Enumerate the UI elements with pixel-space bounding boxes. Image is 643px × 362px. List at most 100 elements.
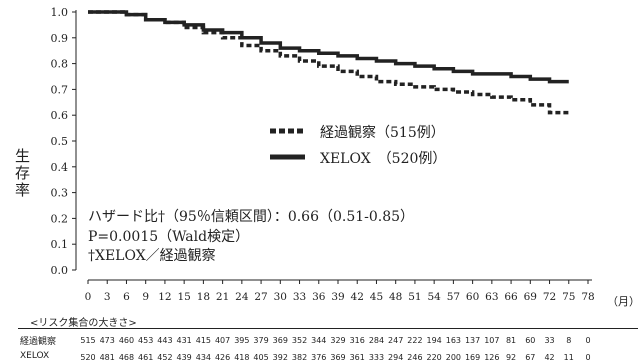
risk-cell: 415 bbox=[195, 336, 212, 345]
risk-cell: 284 bbox=[368, 336, 385, 345]
risk-cell: 369 bbox=[272, 336, 288, 345]
y-tick-label: 0.7 bbox=[51, 83, 69, 96]
risk-cell: 222 bbox=[407, 336, 423, 345]
risk-cell: 452 bbox=[157, 353, 173, 362]
risk-cell: 431 bbox=[176, 336, 192, 345]
legend-label-observation: 経過観察（515例） bbox=[320, 124, 445, 141]
risk-cell: 395 bbox=[234, 336, 250, 345]
x-tick-label: 15 bbox=[177, 291, 190, 303]
y-tick-label: 1.0 bbox=[51, 6, 69, 19]
risk-cell: 246 bbox=[407, 353, 423, 362]
x-tick-label: 63 bbox=[485, 291, 498, 303]
risk-cell: 473 bbox=[99, 336, 115, 345]
y-tick-label: 0.5 bbox=[51, 135, 69, 148]
risk-cell: 163 bbox=[445, 336, 462, 345]
x-tick-label: 75 bbox=[562, 291, 575, 303]
x-tick-label: 18 bbox=[197, 291, 210, 303]
y-tick-label: 0.9 bbox=[51, 32, 69, 45]
x-tick-label: 36 bbox=[312, 291, 326, 303]
x-tick-label: 24 bbox=[235, 291, 249, 303]
risk-table-rule bbox=[18, 328, 638, 329]
risk-cell: 316 bbox=[349, 336, 365, 345]
risk-cell: 92 bbox=[505, 353, 517, 362]
risk-cell: 81 bbox=[505, 336, 517, 345]
hazard-ratio-text: ハザード比†（95％信頼区間）：0.66（0.51‐0.85） bbox=[88, 209, 414, 225]
x-tick-label: 48 bbox=[389, 291, 402, 303]
x-tick-label: 21 bbox=[216, 291, 229, 303]
ratio-footnote-text: †XELOX／経過観察 bbox=[88, 247, 216, 264]
x-tick-label: 66 bbox=[504, 291, 518, 303]
survival-curves bbox=[88, 10, 569, 115]
risk-cell: 369 bbox=[330, 353, 346, 362]
y-tick-label: 0.0 bbox=[51, 264, 69, 277]
risk-cell: 434 bbox=[195, 353, 212, 362]
risk-cell: 247 bbox=[388, 336, 404, 345]
x-tick-label: 33 bbox=[293, 291, 306, 303]
x-tick-label: 54 bbox=[427, 291, 441, 303]
risk-cell: 352 bbox=[291, 336, 308, 345]
legend-label-xelox: XELOX （520例） bbox=[320, 151, 446, 167]
risk-cell: 418 bbox=[234, 353, 250, 362]
x-tick-label: 42 bbox=[351, 291, 364, 303]
risk-cell: 126 bbox=[484, 353, 500, 362]
risk-cell: 407 bbox=[214, 336, 231, 345]
x-tick-label: 30 bbox=[274, 291, 287, 303]
x-tick-label: 72 bbox=[543, 291, 556, 303]
y-tick-label: 0.3 bbox=[51, 187, 69, 200]
x-axis-unit: （月） bbox=[607, 295, 640, 308]
risk-cell: 520 bbox=[80, 353, 96, 362]
x-tick-label: 12 bbox=[158, 291, 171, 303]
risk-cell: 11 bbox=[563, 353, 574, 362]
risk-cell: 0 bbox=[585, 353, 591, 362]
y-tick-label: 0.8 bbox=[51, 58, 69, 71]
risk-cell: 169 bbox=[464, 353, 481, 362]
risk-cell: 443 bbox=[157, 336, 173, 345]
risk-cell: 376 bbox=[311, 353, 327, 362]
risk-cell: 453 bbox=[138, 336, 154, 345]
risk-cell: 461 bbox=[138, 353, 154, 362]
risk-cell: 60 bbox=[525, 336, 536, 345]
risk-cell: 107 bbox=[484, 336, 500, 345]
risk-cell: 33 bbox=[544, 336, 555, 345]
x-tick-label: 3 bbox=[104, 291, 111, 303]
series-line-xelox bbox=[88, 10, 569, 84]
risk-cell: 333 bbox=[368, 353, 385, 362]
x-tick-label: 60 bbox=[466, 291, 479, 303]
p-value-text: P=0.0015（Wald検定） bbox=[88, 229, 249, 245]
risk-cell: 42 bbox=[544, 353, 555, 362]
y-tick-label: 0.1 bbox=[51, 238, 69, 251]
x-tick-label: 69 bbox=[524, 291, 537, 303]
y-tick-label: 0.4 bbox=[51, 161, 69, 174]
legend: 経過観察（515例） XELOX （520例） bbox=[270, 124, 446, 167]
risk-cell: 220 bbox=[426, 353, 442, 362]
risk-cell: 515 bbox=[80, 336, 96, 345]
risk-row-label-observation: 経過観察 bbox=[20, 337, 57, 347]
x-axis: 0 3 6 9 12 15 18 21 24 27 30 33 36 39 42 45 48 51 54 57 60 63… bbox=[85, 279, 595, 303]
x-tick-label: 78 bbox=[581, 291, 594, 303]
y-axis-label: 生存率 bbox=[13, 148, 31, 199]
risk-cell: 200 bbox=[445, 353, 462, 362]
risk-cell: 405 bbox=[253, 353, 269, 362]
risk-cell: 426 bbox=[214, 353, 231, 362]
risk-cell: 294 bbox=[388, 353, 404, 362]
risk-cell: 361 bbox=[349, 353, 365, 362]
x-tick-label: 6 bbox=[123, 291, 130, 303]
risk-cell: 460 bbox=[118, 336, 135, 345]
y-tick-label: 0.6 bbox=[51, 109, 69, 122]
risk-cell: 468 bbox=[118, 353, 135, 362]
series-line-observation bbox=[88, 10, 569, 115]
risk-cell: 379 bbox=[253, 336, 269, 345]
x-tick-label: 0 bbox=[85, 291, 92, 303]
risk-cell: 137 bbox=[464, 336, 481, 345]
x-tick-label: 51 bbox=[408, 291, 421, 303]
x-tick-label: 27 bbox=[254, 291, 267, 303]
risk-cell: 392 bbox=[272, 353, 288, 362]
x-tick-label: 57 bbox=[447, 291, 460, 303]
x-tick-label: 45 bbox=[370, 291, 383, 303]
risk-cell: 481 bbox=[99, 353, 115, 362]
risk-table-title: <リスク集合の大きさ> bbox=[30, 318, 137, 329]
risk-cell: 329 bbox=[330, 336, 346, 345]
x-tick-label: 9 bbox=[142, 291, 149, 303]
y-tick-label: 0.2 bbox=[51, 212, 69, 225]
